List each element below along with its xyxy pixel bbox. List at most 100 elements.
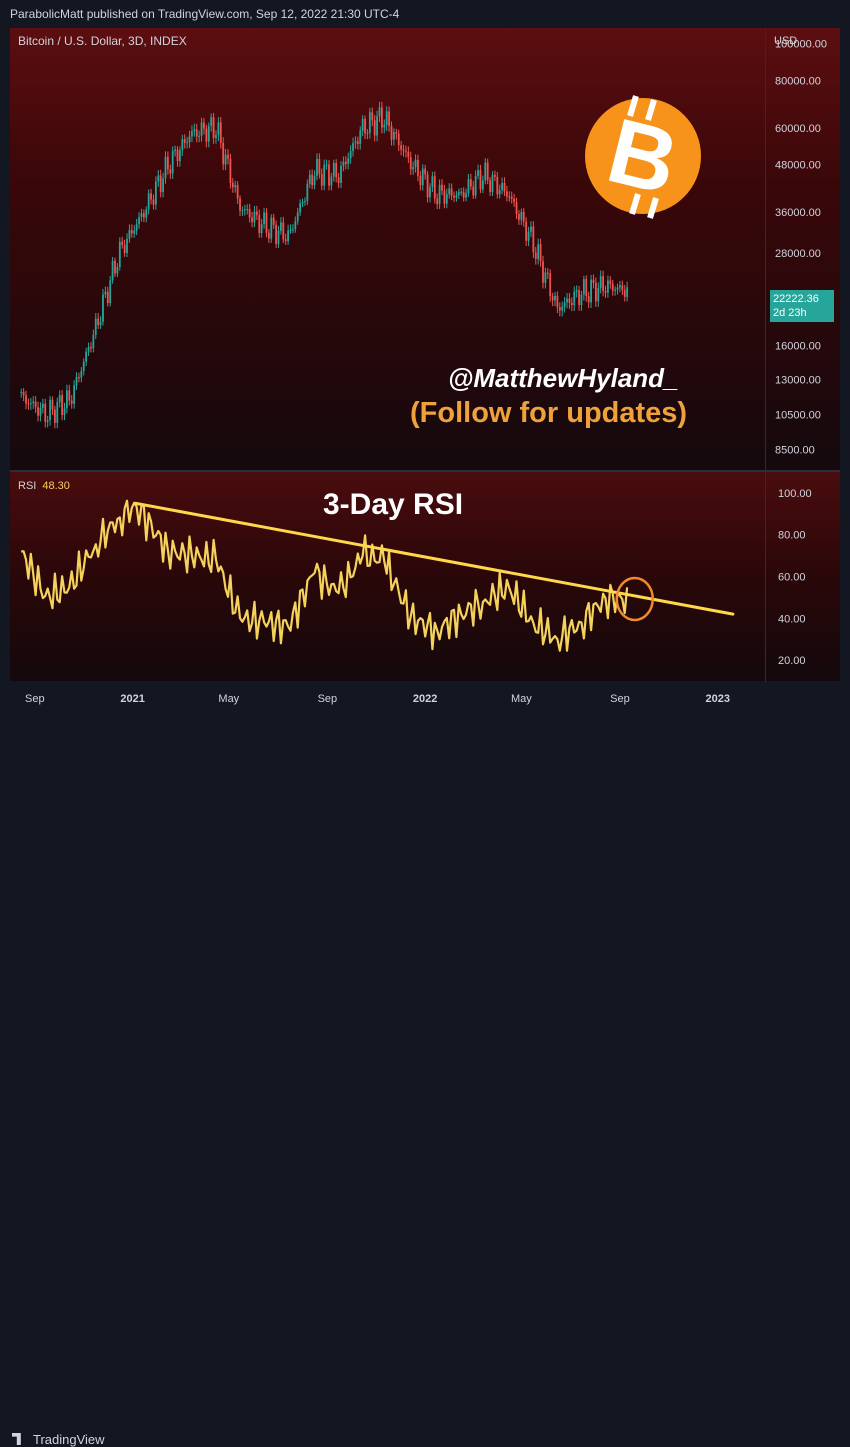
candle-body <box>195 129 198 137</box>
tradingview-brand[interactable]: TradingView <box>12 1432 105 1447</box>
candle-body <box>368 112 371 133</box>
candle-body <box>116 266 119 274</box>
time-axis[interactable] <box>10 682 840 710</box>
candle-body <box>304 201 306 203</box>
candle-body <box>311 174 314 186</box>
price-tick-label: 80000.00 <box>775 75 821 87</box>
candle-body <box>147 193 150 210</box>
candle-body <box>426 174 429 198</box>
price-tick-label: 36000.00 <box>775 207 821 219</box>
candle-body <box>340 165 342 183</box>
candle-body <box>229 158 232 183</box>
price-tick-label: 60000.00 <box>775 123 821 135</box>
candle-body <box>301 201 304 204</box>
time-tick-label: 2022 <box>413 693 437 705</box>
candle-body <box>75 377 78 386</box>
currency-label[interactable]: USD <box>774 35 798 47</box>
rsi-legend[interactable]: RSI 48.30 <box>18 480 70 492</box>
rsi-trendline <box>134 501 735 616</box>
candle-body <box>320 174 323 186</box>
candle-body <box>49 399 51 421</box>
candle-body <box>102 294 104 322</box>
rsi-tick-label: 100.00 <box>778 488 812 500</box>
time-tick-label: Sep <box>610 693 630 705</box>
candle-body <box>90 346 92 349</box>
candle-body <box>80 370 83 378</box>
price-tick-label: 8500.00 <box>775 444 815 456</box>
candle-body <box>385 111 388 125</box>
candle-body <box>323 164 326 186</box>
candle-body <box>224 154 227 165</box>
candle-body <box>614 289 617 291</box>
candle-body <box>126 238 128 253</box>
candle-body <box>239 198 241 211</box>
candle-body <box>527 231 530 241</box>
candle-body <box>378 107 381 117</box>
candle-body <box>133 230 136 234</box>
candle-body <box>621 285 624 291</box>
candle-body <box>405 150 407 152</box>
candle-body <box>294 221 297 230</box>
candle-body <box>265 212 268 233</box>
candle-body <box>585 279 588 297</box>
candle-body <box>111 260 114 281</box>
candle-body <box>97 318 100 326</box>
candle-body <box>477 170 479 176</box>
rsi-axis[interactable] <box>766 472 840 681</box>
candle-body <box>510 196 513 199</box>
last-price-tag: 22222.36 2d 23h <box>770 290 834 322</box>
price-tick-label: 28000.00 <box>775 248 821 260</box>
candle-body <box>215 135 217 138</box>
rsi-axis-ticks: 100.00 80.00 60.00 40.00 20.00 <box>778 488 812 667</box>
candle-body <box>364 118 366 134</box>
candle-body <box>448 188 451 195</box>
symbol-title[interactable]: Bitcoin / U.S. Dollar, 3D, INDEX <box>18 34 187 48</box>
candle-body <box>169 169 172 174</box>
candle-body <box>66 390 68 409</box>
rsi-tick-label: 20.00 <box>778 655 806 667</box>
candle-body <box>94 318 97 335</box>
candle-body <box>140 213 143 218</box>
candle-body <box>325 164 328 166</box>
candle-body <box>520 211 523 220</box>
candle-body <box>412 167 415 170</box>
candle-body <box>56 402 59 423</box>
candle-body <box>599 276 602 289</box>
candle-body <box>388 111 391 126</box>
candle-body <box>63 408 66 416</box>
candle-body <box>549 273 552 297</box>
candle-body <box>186 142 189 144</box>
candle-body <box>532 226 535 253</box>
price-tick-label: 100000.00 <box>775 39 827 51</box>
candle-body <box>609 280 612 284</box>
candle-body <box>181 139 184 151</box>
candle-body <box>402 149 405 151</box>
candle-body <box>597 288 600 302</box>
candle-body <box>462 191 465 198</box>
candle-body <box>616 287 619 290</box>
candle-body <box>104 291 107 295</box>
candle-body <box>61 395 63 416</box>
candle-body <box>253 211 256 223</box>
candle-body <box>491 174 494 193</box>
time-axis-ticks: Sep 2021 May Sep 2022 May Sep 2023 <box>25 693 730 705</box>
candle-body <box>484 162 487 181</box>
candle-body <box>20 391 23 393</box>
price-axis[interactable] <box>766 28 840 470</box>
candle-body <box>241 210 244 212</box>
candle-body <box>236 185 239 199</box>
candle-body <box>455 194 458 198</box>
candle-body <box>219 122 222 143</box>
candle-body <box>246 209 249 211</box>
candle-body <box>154 181 157 205</box>
candle-body <box>566 298 568 303</box>
candle-body <box>27 403 30 405</box>
pane-separator[interactable] <box>10 470 840 472</box>
candle-body <box>332 162 335 177</box>
author-handle: @MatthewHyland_ <box>448 363 679 393</box>
candle-body <box>518 214 520 220</box>
candle-body <box>68 390 71 401</box>
candle-body <box>561 306 564 311</box>
candle-body <box>465 193 467 198</box>
candle-body <box>570 302 573 306</box>
